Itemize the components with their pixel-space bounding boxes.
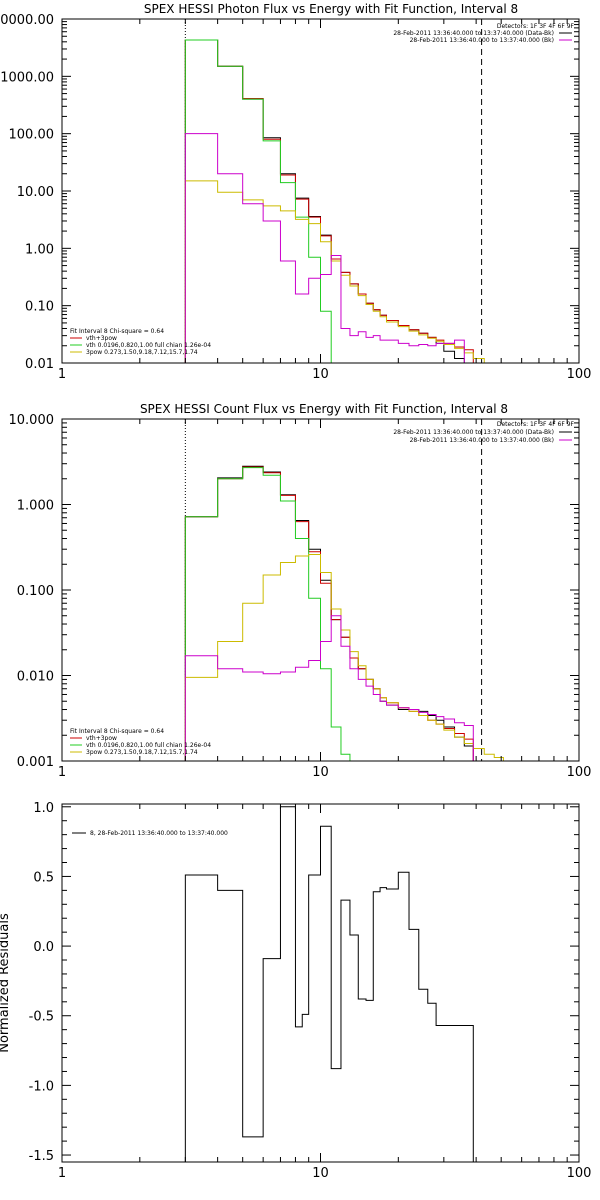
y-tick-label: -1.5 bbox=[29, 1149, 54, 1164]
residuals-panel: 1 10 100 -1.5 -1.0 -0.5 0.0 0.5 1.0 Normalized R… bbox=[0, 801, 591, 1181]
series-data bbox=[184, 465, 474, 761]
y-axis-label: Normalized Residuals bbox=[0, 913, 12, 1053]
y-tick-label: 100.00 bbox=[9, 128, 55, 143]
info-box: Detectors: 1F 3F 4F 6F 9F 28-Feb-2011 13… bbox=[393, 23, 574, 44]
detectors-text: Detectors: 1F 3F 4F 6F 9F bbox=[497, 421, 575, 428]
y-tick-label: 0.0 bbox=[33, 940, 54, 955]
y-tick-label: 10.00 bbox=[17, 185, 54, 200]
info-line-bk: 28-Feb-2011 13:36:40.000 to 13:37:40.000… bbox=[410, 437, 554, 444]
x-tick-label: 100 bbox=[567, 367, 592, 382]
y-tick-label: 1.000 bbox=[17, 499, 54, 514]
x-tick-label: 1 bbox=[58, 765, 66, 780]
series-bkg bbox=[184, 615, 474, 761]
plot-frame bbox=[61, 418, 580, 762]
y-tick-label: 0.5 bbox=[33, 870, 54, 885]
plot-layer bbox=[184, 419, 544, 762]
legend: Fit Interval 8 Chi-square = 0.64 vth+3po… bbox=[70, 328, 211, 356]
legend-entry-3pow: 3pow 0.273,1.50,9.18,7.12,15.7,1.74 bbox=[86, 349, 198, 356]
legend-entry-residual: 8, 28-Feb-2011 13:36:40.000 to 13:37:40.… bbox=[90, 830, 228, 837]
y-tick-label: 1.0 bbox=[33, 801, 54, 816]
legend-entry-fit: vth+3pow bbox=[86, 735, 117, 742]
y-tick-label: 10000.00 bbox=[0, 13, 54, 28]
series-vth-0-0196-0-820-1-00-full-chian-1-26e-04 bbox=[184, 39, 341, 364]
x-tick-label: 10 bbox=[312, 1166, 329, 1181]
axis-layer: 1 10 100 -1.5 -1.0 -0.5 0.0 0.5 1.0 bbox=[29, 801, 592, 1181]
x-tick-label: 1 bbox=[58, 1166, 66, 1181]
panel-title: SPEX HESSI Count Flux vs Energy with Fit… bbox=[140, 402, 508, 416]
legend: Fit Interval 8 Chi-square = 0.64 vth+3po… bbox=[70, 728, 211, 756]
series-vth-3pow bbox=[184, 39, 474, 363]
count-flux-panel: SPEX HESSI Count Flux vs Energy with Fit… bbox=[9, 402, 592, 780]
legend-entry-vth: vth 0.0196,0.820,1.00 full chian 1.26e-0… bbox=[86, 742, 211, 749]
legend-entry-fit: vth+3pow bbox=[86, 335, 117, 342]
y-tick-label: -1.0 bbox=[29, 1079, 54, 1094]
legend-entry-vth: vth 0.0196,0.820,1.00 full chian 1.26e-0… bbox=[86, 342, 211, 349]
series-vth-3pow bbox=[184, 466, 474, 761]
y-tick-label: 0.100 bbox=[17, 584, 54, 599]
info-line-bk: 28-Feb-2011 13:36:40.000 to 13:37:40.000… bbox=[410, 37, 554, 44]
y-tick-label: 0.001 bbox=[17, 755, 54, 770]
legend: 8, 28-Feb-2011 13:36:40.000 to 13:37:40.… bbox=[72, 830, 228, 837]
plot-layer bbox=[184, 19, 504, 364]
photon-flux-panel: SPEX HESSI Photon Flux vs Energy with Fi… bbox=[0, 2, 591, 382]
y-tick-label: 0.010 bbox=[17, 670, 54, 685]
axis-layer: 1 10 100 0.01 0.10 1.00 10.00 100.00 1000.00 1000… bbox=[0, 13, 591, 382]
y-tick-label: 10.000 bbox=[9, 413, 55, 428]
x-tick-label: 100 bbox=[567, 1166, 592, 1181]
series-bkg bbox=[184, 133, 474, 364]
x-tick-label: 1 bbox=[58, 367, 66, 382]
series-3pow-0-273-1-50-9-18-7-12-15-7-1-74 bbox=[184, 180, 504, 364]
legend-entry-3pow: 3pow 0.273,1.50,9.18,7.12,15.7,1.74 bbox=[86, 749, 198, 756]
x-tick-label: 10 bbox=[312, 367, 329, 382]
series-3pow-0-273-1-50-9-18-7-12-15-7-1-74 bbox=[184, 554, 544, 762]
y-tick-label: 1000.00 bbox=[0, 70, 54, 85]
legend-header: Fit Interval 8 Chi-square = 0.64 bbox=[70, 728, 164, 735]
x-tick-label: 10 bbox=[312, 765, 329, 780]
panel-title: SPEX HESSI Photon Flux vs Energy with Fi… bbox=[144, 2, 518, 16]
series-8-28-feb-2011-13-36-40-000-to-13-37-40-000 bbox=[184, 806, 482, 1163]
info-line-data: 28-Feb-2011 13:36:40.000 to 13:37:40.000… bbox=[393, 429, 554, 436]
series-vth-0-0196-0-820-1-00-full-chian-1-26e-04 bbox=[184, 467, 351, 761]
detectors-text: Detectors: 1F 3F 4F 6F 9F bbox=[497, 23, 575, 30]
y-tick-label: 1.00 bbox=[25, 242, 54, 257]
y-tick-label: 0.10 bbox=[25, 300, 54, 315]
x-tick-label: 100 bbox=[567, 765, 592, 780]
info-line-data: 28-Feb-2011 13:36:40.000 to 13:37:40.000… bbox=[393, 30, 554, 37]
y-tick-label: -0.5 bbox=[29, 1010, 54, 1025]
plot-layer bbox=[184, 806, 482, 1163]
info-box: Detectors: 1F 3F 4F 6F 9F 28-Feb-2011 13… bbox=[393, 421, 574, 444]
axis-layer: 1 10 100 0.001 0.010 0.100 1.000 10.000 bbox=[9, 413, 592, 780]
legend-header: Fit Interval 8 Chi-square = 0.64 bbox=[70, 328, 164, 335]
y-tick-label: 0.01 bbox=[25, 357, 54, 372]
series-data bbox=[184, 39, 474, 364]
